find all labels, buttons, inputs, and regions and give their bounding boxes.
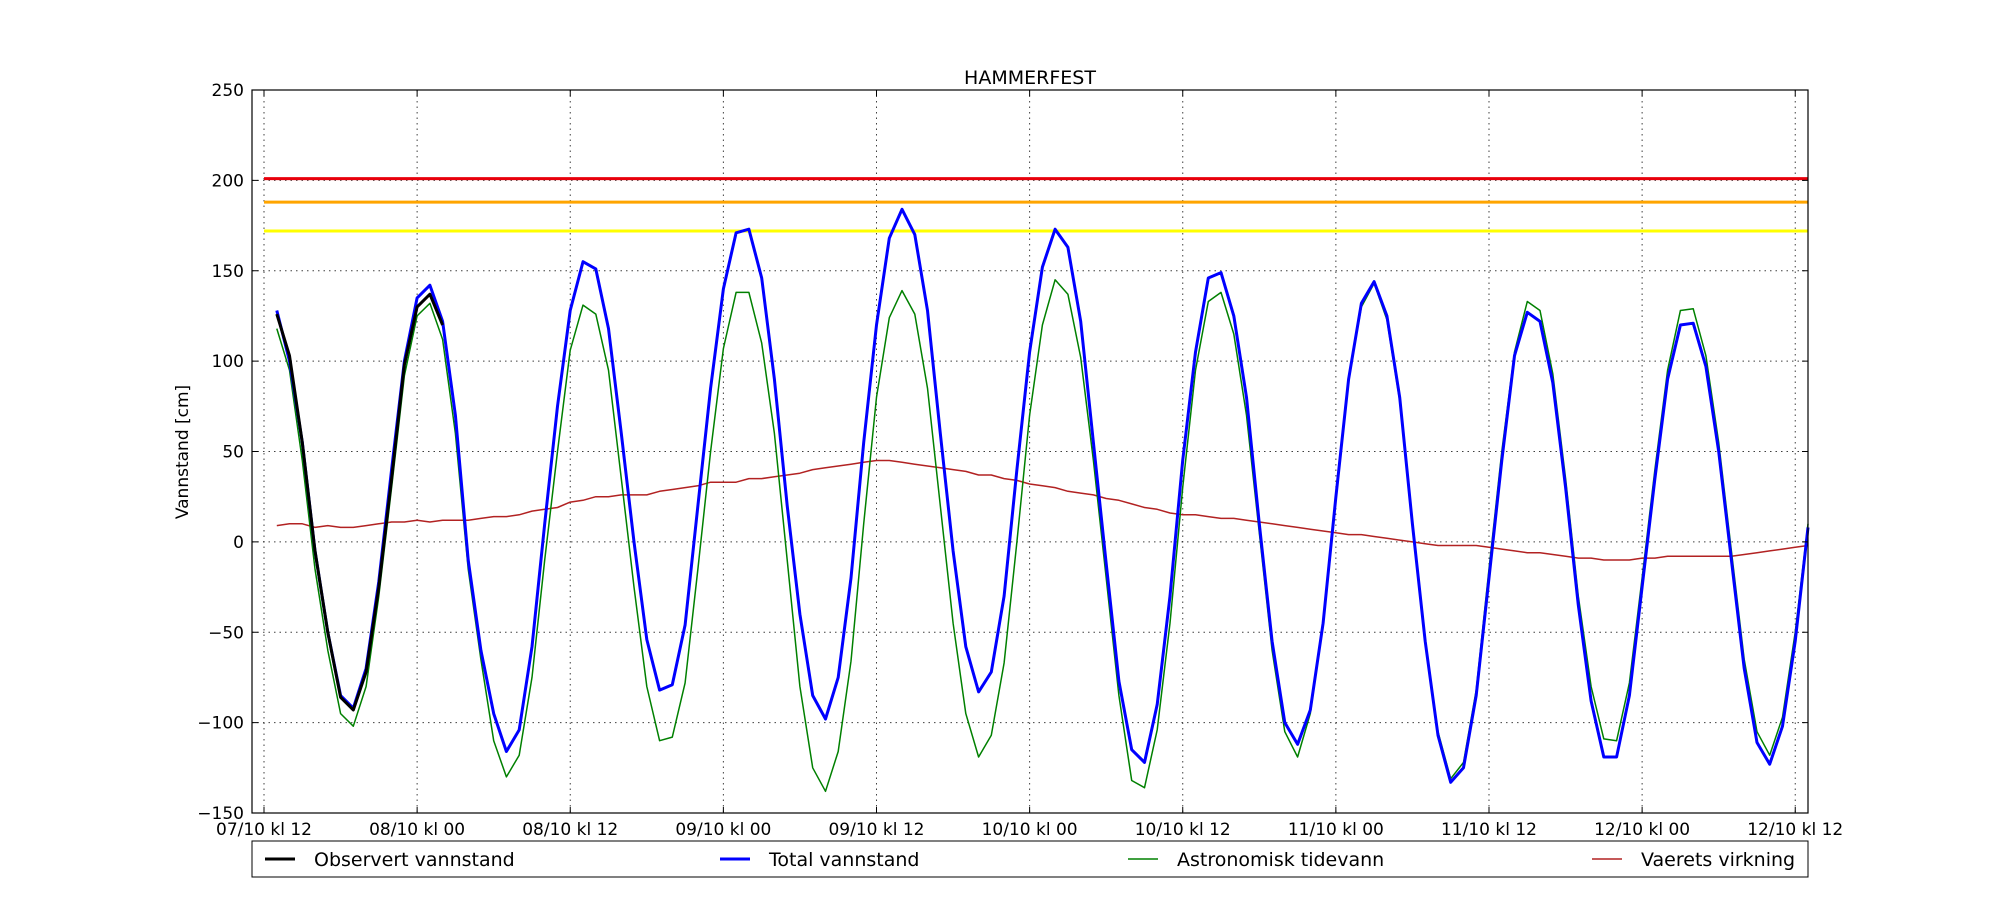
y-axis-ticks: −150 −100 −50 0 50 100 150 200 250 bbox=[197, 81, 1808, 824]
x-axis-ticks: 07/10 kl 12 08/10 kl 00 08/10 kl 12 09/10 k… bbox=[216, 90, 1843, 840]
x-tick-label: 12/10 kl 12 bbox=[1747, 820, 1843, 840]
y-tick-label: 50 bbox=[222, 443, 244, 463]
legend-label-astronomisk-tidevann: Astronomisk tidevann bbox=[1177, 849, 1384, 871]
y-tick-label: −50 bbox=[208, 623, 244, 643]
series-line-vaerets-virkning bbox=[276, 459, 1809, 561]
data-series bbox=[275, 207, 1810, 793]
y-tick-label: −150 bbox=[197, 804, 244, 824]
legend-label-observert-vannstand: Observert vannstand bbox=[314, 849, 515, 871]
x-tick-label: 11/10 kl 12 bbox=[1441, 820, 1537, 840]
y-tick-label: 200 bbox=[212, 171, 244, 191]
legend-label-total-vannstand: Total vannstand bbox=[768, 849, 919, 871]
y-tick-label: 150 bbox=[212, 262, 244, 282]
legend-label-vaerets-virkning: Vaerets virkning bbox=[1641, 849, 1795, 871]
legend-box bbox=[251, 840, 1809, 878]
y-axis-label: Vannstand [cm] bbox=[173, 385, 193, 519]
grid-lines bbox=[252, 90, 1808, 813]
y-tick-label: 0 bbox=[233, 533, 244, 553]
series-line-total-vannstand bbox=[275, 207, 1810, 784]
x-tick-label: 08/10 kl 00 bbox=[369, 820, 465, 840]
x-tick-label: 09/10 kl 12 bbox=[828, 820, 924, 840]
x-tick-label: 09/10 kl 00 bbox=[675, 820, 771, 840]
x-tick-label: 10/10 kl 00 bbox=[982, 820, 1078, 840]
y-tick-label: 100 bbox=[212, 352, 244, 372]
x-tick-label: 08/10 kl 12 bbox=[522, 820, 618, 840]
series-line-astronomisk-tidevann bbox=[276, 279, 1809, 793]
x-tick-label: 11/10 kl 00 bbox=[1288, 820, 1384, 840]
legend: Observert vannstand Total vannstand Astron… bbox=[251, 840, 1809, 878]
legend-entries: Observert vannstand Total vannstand Astron… bbox=[265, 849, 1795, 871]
x-tick-label: 07/10 kl 12 bbox=[216, 820, 312, 840]
series-line-observert-vannstand bbox=[275, 292, 444, 712]
x-tick-label: 12/10 kl 00 bbox=[1594, 820, 1690, 840]
x-tick-label: 10/10 kl 12 bbox=[1135, 820, 1231, 840]
threshold-lines bbox=[264, 177, 1808, 233]
chart-title: HAMMERFEST bbox=[964, 67, 1096, 89]
y-tick-label: −100 bbox=[197, 714, 244, 734]
y-tick-label: 250 bbox=[212, 81, 244, 101]
